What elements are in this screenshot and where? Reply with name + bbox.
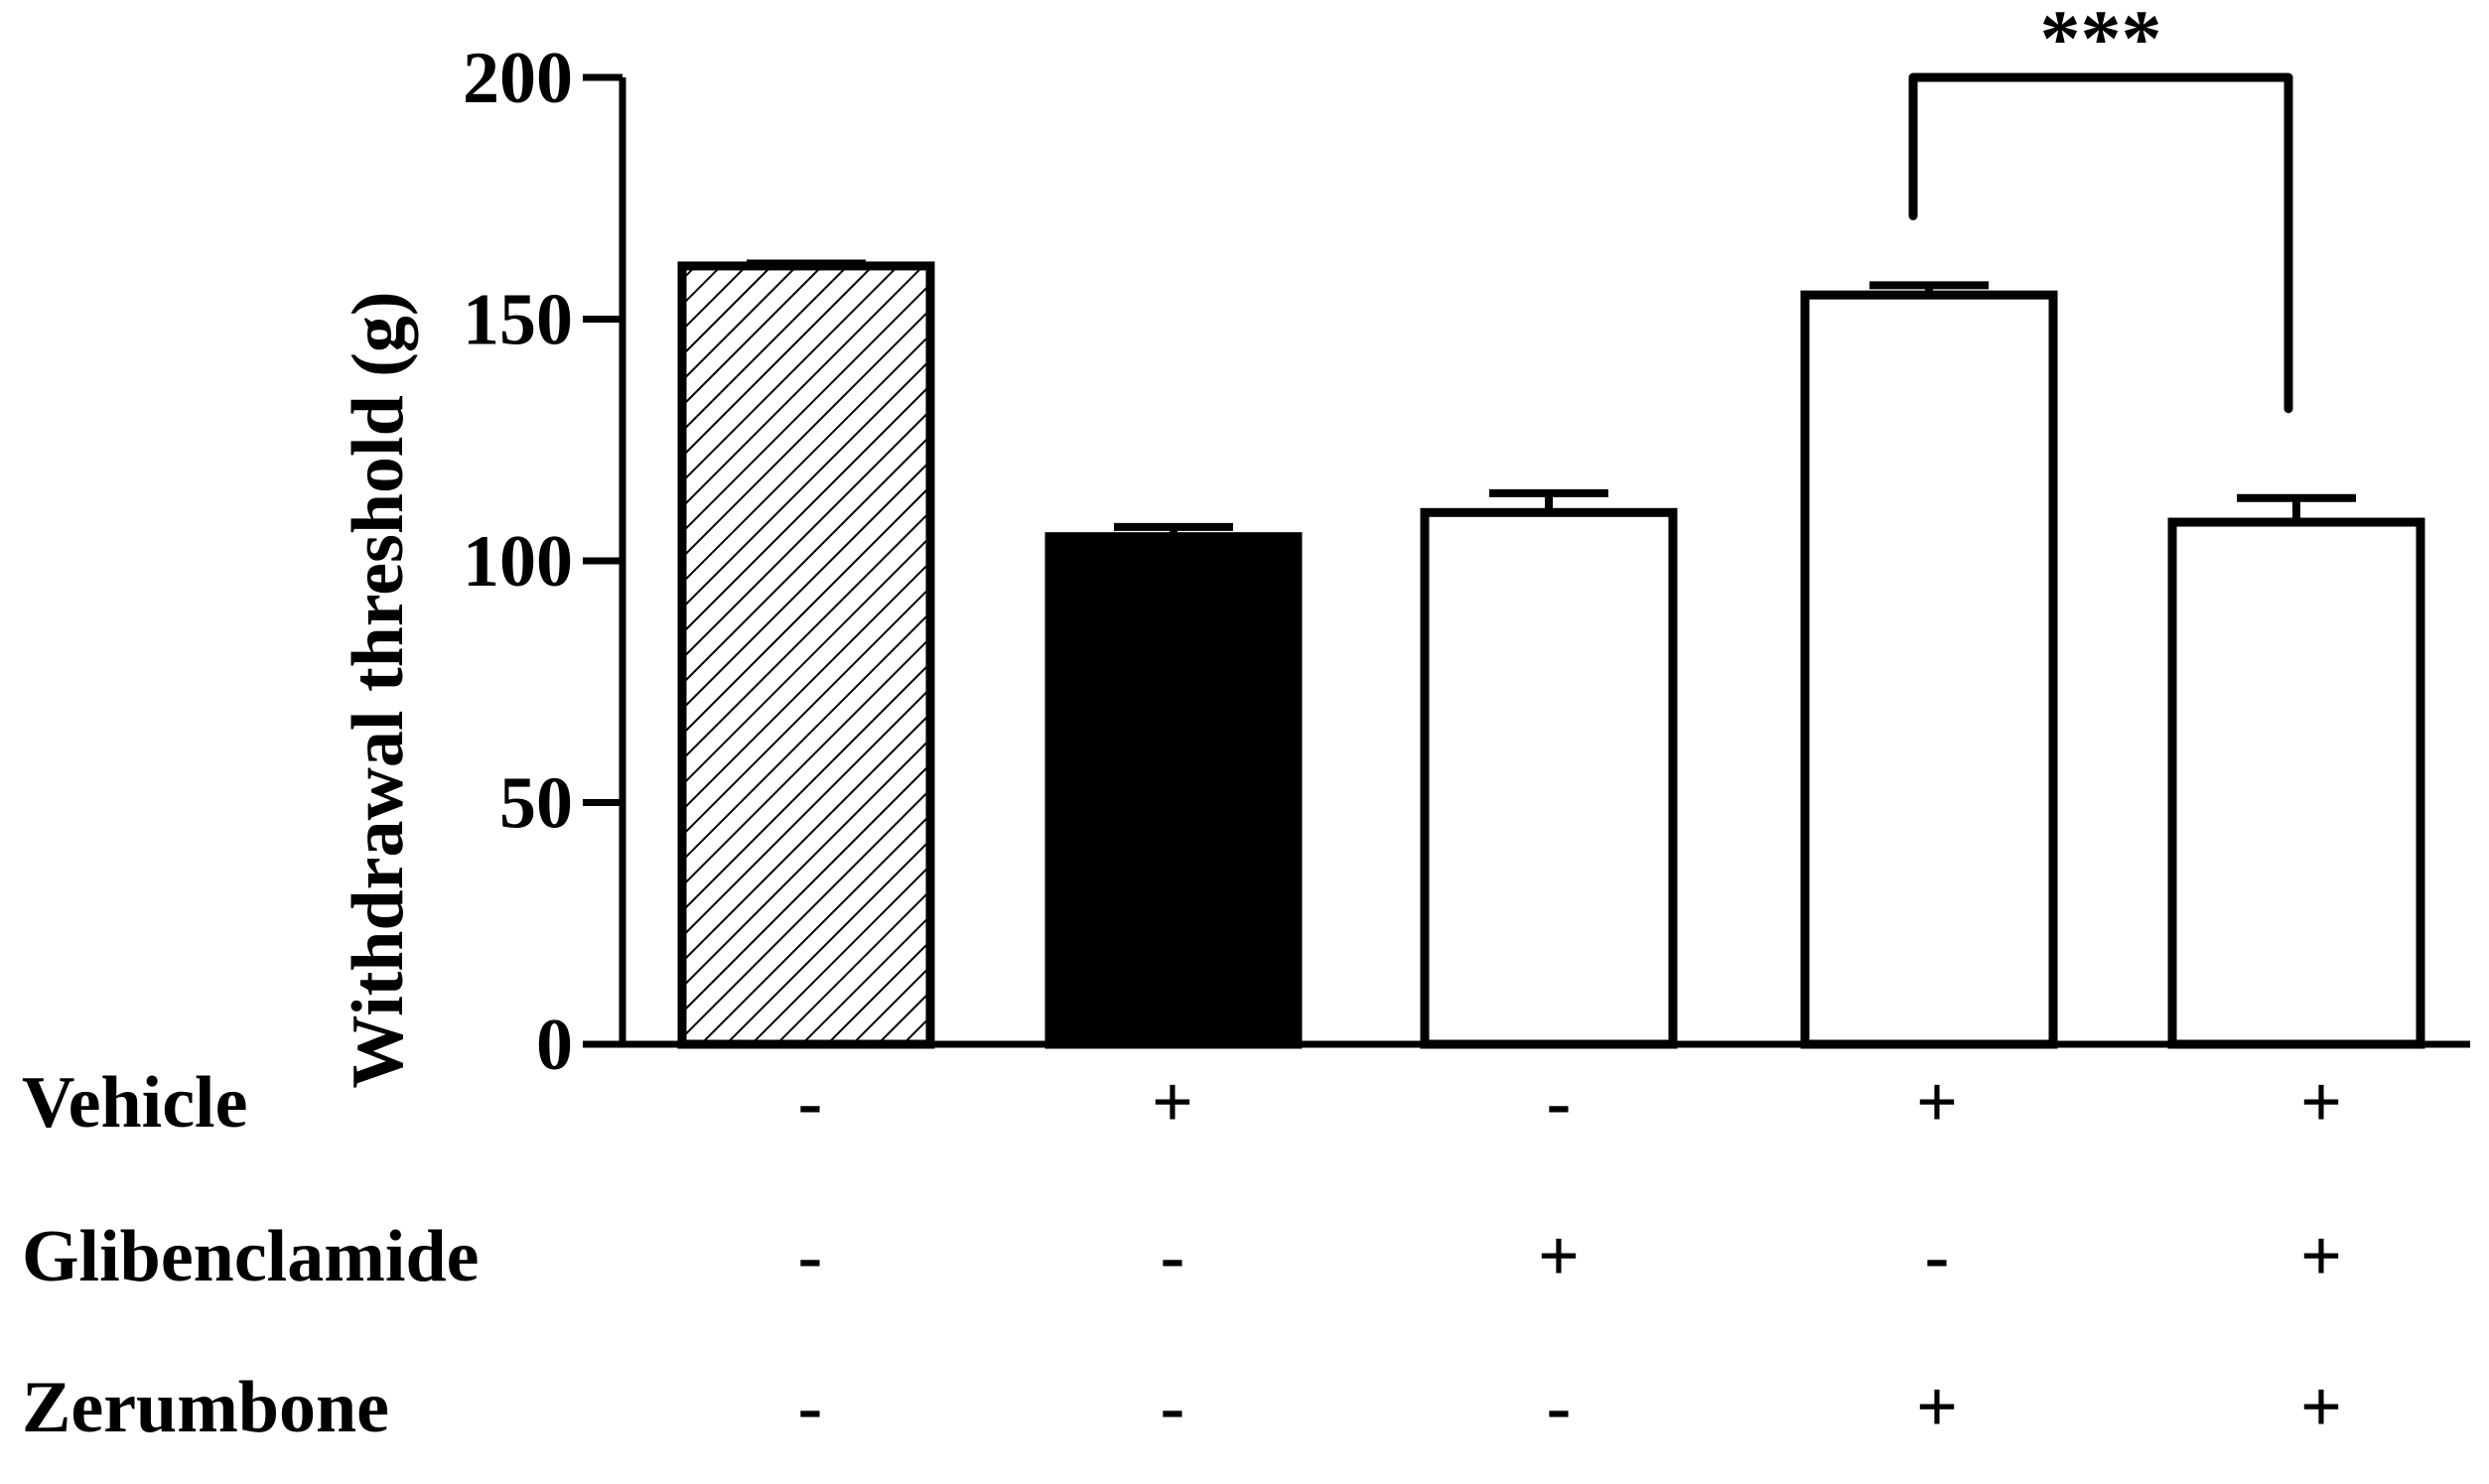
bar	[1800, 290, 2058, 1049]
bar	[677, 261, 935, 1049]
condition-cell: -	[798, 1367, 823, 1448]
condition-cell: -	[1161, 1367, 1185, 1448]
condition-row-label: Zerumbone	[22, 1367, 389, 1448]
condition-row-label: Vehicle	[22, 1062, 247, 1144]
condition-cell: +	[2300, 1367, 2342, 1448]
condition-cell: -	[798, 1216, 823, 1297]
y-tick-label: 150	[463, 280, 573, 361]
condition-row-label: Glibenclamide	[22, 1216, 479, 1297]
significance-bracket: ***	[1908, 0, 2293, 414]
condition-cell: -	[1547, 1367, 1572, 1448]
bar	[2167, 517, 2425, 1049]
y-tick-label: 0	[536, 1005, 573, 1086]
bar	[1420, 507, 1678, 1049]
condition-cell: +	[2300, 1062, 2342, 1144]
error-bars	[747, 259, 2356, 537]
condition-cell: +	[1916, 1062, 1958, 1144]
y-axis-label: Withdrawal threshold (g)	[338, 291, 419, 1088]
condition-cell: -	[1547, 1062, 1572, 1144]
y-tick-label: 200	[463, 38, 573, 119]
condition-table: Vehicle - + - + + Glibenclamide - - + - + Zerumbone -…	[22, 1062, 2342, 1448]
condition-cell: +	[2300, 1216, 2342, 1297]
y-tick-label: 50	[499, 763, 573, 845]
significance-line	[1908, 72, 2293, 414]
condition-cell: -	[1925, 1216, 1950, 1297]
significance-label: ***	[2040, 0, 2162, 83]
y-tick-label: 100	[463, 521, 573, 603]
condition-cell: -	[1161, 1216, 1185, 1297]
y-ticks: 0 50 100 150 200	[463, 38, 622, 1086]
condition-cell: +	[1916, 1367, 1958, 1448]
condition-cell: +	[1152, 1062, 1193, 1144]
condition-cell: +	[1538, 1216, 1580, 1297]
condition-cell: -	[798, 1062, 823, 1144]
bar	[1044, 532, 1303, 1049]
bars	[677, 261, 2425, 1049]
